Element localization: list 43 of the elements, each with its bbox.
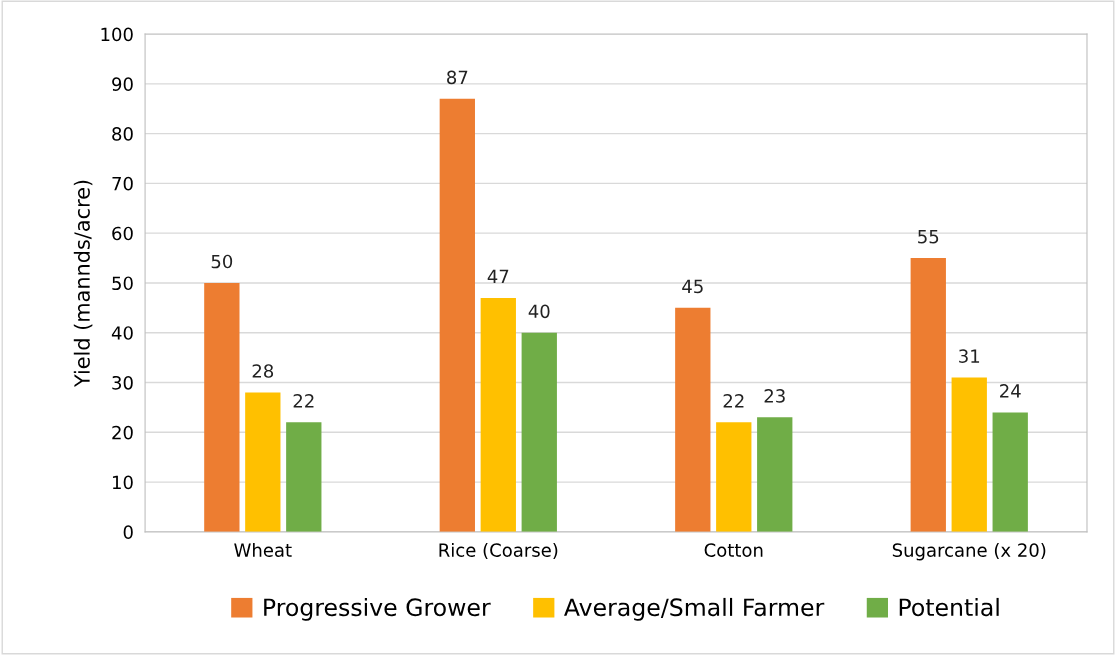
y-axis-title: Yield (mannds/acre): [73, 180, 93, 388]
bar: [204, 282, 240, 532]
y-tick-label: 40: [111, 326, 133, 340]
data-label: 24: [1000, 384, 1021, 398]
y-tick-label: 10: [112, 475, 133, 490]
bar: [757, 417, 793, 532]
data-label: 22: [293, 394, 314, 408]
x-tick-label: Sugarcane (x 20): [892, 542, 1046, 561]
y-tick-label: 0: [123, 525, 133, 539]
bar: [245, 392, 281, 532]
y-tick-label: 80: [112, 127, 133, 141]
bar: [521, 332, 557, 532]
data-label: 31: [959, 349, 980, 363]
bar: [480, 297, 516, 532]
bar: [439, 98, 475, 532]
data-label: 55: [918, 230, 939, 244]
bar: [951, 377, 987, 532]
y-tick-label: 60: [112, 226, 133, 241]
y-tick-label: 30: [112, 375, 133, 390]
bar: [992, 412, 1028, 532]
legend-label: Progressive Grower: [264, 597, 491, 621]
data-label: 28: [252, 364, 274, 378]
y-tick-label: 100: [101, 27, 133, 42]
data-label: 87: [447, 70, 468, 85]
y-tick-label: 90: [112, 77, 133, 91]
x-tick-label: Rice (Coarse): [439, 542, 558, 560]
bar: [675, 307, 711, 532]
x-tick-label: Cotton: [704, 543, 763, 557]
data-label: 50: [211, 254, 233, 269]
y-tick-label: 50: [112, 276, 133, 291]
bar: [910, 258, 946, 532]
x-tick-label: Wheat: [234, 542, 292, 557]
data-label: 45: [682, 279, 703, 294]
data-label: 47: [487, 269, 509, 284]
bar: [716, 422, 752, 532]
bar: [286, 422, 322, 532]
data-label: 40: [528, 304, 550, 319]
data-label: 23: [764, 389, 785, 403]
y-tick-label: 20: [112, 425, 133, 440]
data-label: 22: [723, 394, 744, 408]
legend-label: Average/Small Farmer: [564, 597, 825, 621]
y-tick-label: 70: [112, 176, 133, 191]
legend-label: Potential: [899, 597, 999, 617]
